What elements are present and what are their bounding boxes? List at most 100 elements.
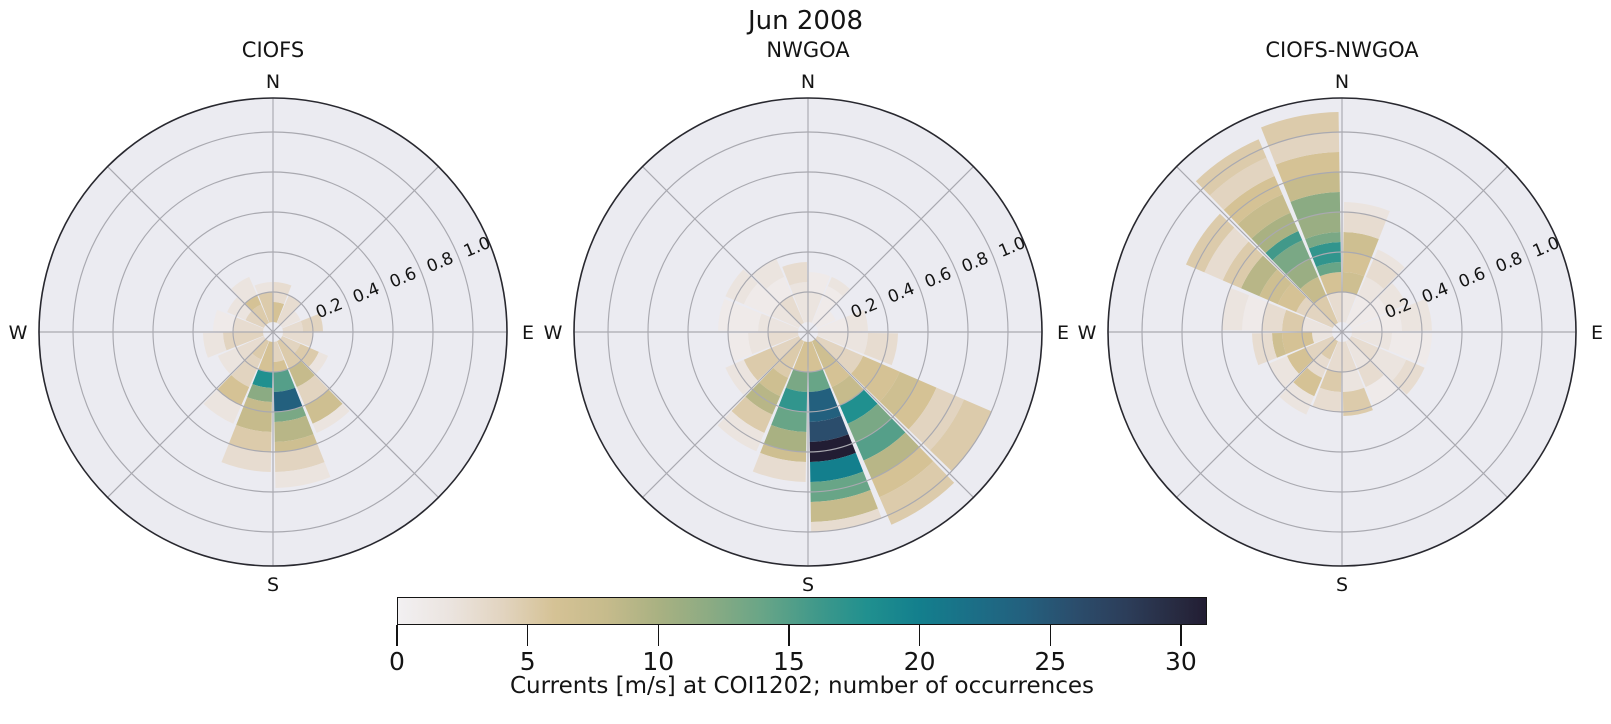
rose-segment <box>252 369 273 388</box>
rose-segment <box>276 339 301 369</box>
rose-segment <box>254 282 273 295</box>
rose-segment <box>752 258 785 289</box>
rose-segment <box>1286 347 1314 374</box>
polar-grid <box>39 98 507 566</box>
rose-segment <box>203 389 242 424</box>
rose-segment <box>203 332 227 358</box>
rose-segment <box>773 339 805 378</box>
rose-segment <box>763 424 807 452</box>
rose-segment <box>1305 335 1335 360</box>
rose-segment <box>879 371 919 416</box>
rose-segment <box>1342 292 1357 323</box>
grid-spoke <box>1176 331 1343 498</box>
colorbar-tick <box>1180 625 1182 646</box>
polar-grid <box>1108 98 1576 566</box>
rose-segment <box>1272 240 1311 275</box>
rose-segment <box>273 369 296 392</box>
rose-segment <box>1343 202 1390 221</box>
rose-segment <box>273 341 285 362</box>
grid-spoke <box>807 331 974 498</box>
grid-spoke <box>642 331 809 498</box>
rose-segment <box>771 406 807 432</box>
rose-segment <box>1286 258 1319 289</box>
rose-segment <box>823 360 850 388</box>
rose-segment <box>312 403 350 433</box>
compass-label-n: N <box>266 71 280 93</box>
rose-segment <box>815 311 836 329</box>
rose-segment <box>1343 212 1387 240</box>
rose-segment <box>1345 295 1370 325</box>
grid-spoke <box>642 166 809 333</box>
rose-segment <box>1319 369 1342 392</box>
rose-segment <box>780 295 805 325</box>
rose-segment <box>1261 112 1339 147</box>
rose-segment <box>855 418 906 461</box>
rose-segment <box>1342 341 1357 372</box>
rose-segment <box>1209 157 1275 210</box>
rose-segment <box>1349 335 1379 360</box>
grid-spoke <box>1341 166 1508 333</box>
rose-segment <box>1307 353 1331 378</box>
grid-spoke <box>107 166 274 333</box>
rose-segment <box>1277 283 1307 313</box>
colorbar: 0 5 10 15 20 25 30 Currents [m/s] at COI1202; … <box>389 597 1207 699</box>
rose-segment <box>217 347 245 374</box>
rose-segment <box>1302 317 1333 332</box>
rose-segment <box>1283 172 1340 202</box>
rose-segment <box>766 276 793 304</box>
colorbar-tick-label: 0 <box>389 647 405 676</box>
rose-segment <box>1373 249 1405 275</box>
rose-segment <box>288 360 315 388</box>
rose-segment <box>1305 232 1341 249</box>
rose-segment <box>808 292 823 323</box>
rose-segment <box>782 262 808 286</box>
rose-segment <box>743 283 780 317</box>
compass-label-w: W <box>544 322 563 344</box>
rose-segment <box>731 396 773 433</box>
grid-spoke <box>272 331 439 498</box>
rose-segment <box>1342 252 1372 277</box>
compass-label-e: E <box>1591 322 1603 344</box>
rose-segment <box>908 387 965 451</box>
rose-segment <box>236 335 266 360</box>
rose-segment <box>1272 332 1287 358</box>
rose-segment <box>221 443 272 472</box>
compass-label-s: S <box>267 574 279 596</box>
rose-segment <box>252 339 270 360</box>
rose-segment <box>845 309 868 332</box>
compass-label-n: N <box>1335 71 1349 93</box>
rose-segment <box>1351 309 1402 332</box>
rose-segment <box>839 389 878 424</box>
rose-segment <box>847 403 892 443</box>
rose-segment <box>252 304 270 325</box>
rose-segment <box>245 311 266 329</box>
plot-title-ciofs-nwgoa: CIOFS-NWGOA <box>1265 38 1419 62</box>
colorbar-tick-label: 25 <box>1034 647 1067 676</box>
grid-spoke <box>1341 331 1508 498</box>
rose-segment <box>280 335 301 353</box>
rose-segment <box>808 341 823 372</box>
rose-segment <box>930 399 992 472</box>
grid-spoke <box>107 331 274 498</box>
compass-label-e: E <box>1057 322 1069 344</box>
rose-segment <box>228 424 272 452</box>
polar-spine <box>573 97 1043 567</box>
rose-segment <box>1370 347 1407 381</box>
rose-segment <box>258 292 273 323</box>
rose-segment <box>1265 231 1303 261</box>
rose-segment <box>760 443 807 462</box>
colorbar-ticks: 0 5 10 15 20 25 30 <box>389 625 1207 676</box>
polar-grid <box>574 98 1042 566</box>
compass-label-e: E <box>522 322 534 344</box>
rose-segment <box>1252 333 1277 366</box>
rose-segment <box>810 471 871 502</box>
compass-label-n: N <box>801 71 815 93</box>
rose-segment <box>245 295 262 311</box>
colorbar-tick <box>526 625 529 646</box>
rose-segment <box>1342 272 1365 295</box>
rose-segment <box>879 461 955 525</box>
polar-spine <box>38 97 508 567</box>
rose-segment <box>748 332 771 355</box>
rose-segment <box>247 384 273 402</box>
